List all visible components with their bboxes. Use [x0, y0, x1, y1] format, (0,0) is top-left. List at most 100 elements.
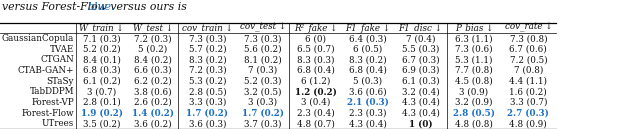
Text: 8.4 (0.2): 8.4 (0.2): [134, 55, 172, 64]
Text: 6 (0): 6 (0): [305, 34, 326, 43]
Text: cov_rate ↓: cov_rate ↓: [504, 23, 552, 33]
Text: W_test ↓: W_test ↓: [133, 23, 173, 33]
Text: CTAB-GAN+: CTAB-GAN+: [17, 66, 74, 75]
Text: Forest-VP: Forest-VP: [31, 98, 74, 107]
Text: 6.8 (0.4): 6.8 (0.4): [349, 66, 387, 75]
Text: 1 (0): 1 (0): [409, 119, 432, 128]
Text: 6.2 (0.2): 6.2 (0.2): [134, 77, 172, 86]
Text: 8.3 (0.2): 8.3 (0.2): [189, 55, 226, 64]
Text: 7.3 (0.6): 7.3 (0.6): [455, 45, 493, 54]
Text: 7 (0.4): 7 (0.4): [406, 34, 435, 43]
Text: Forest-Flow: Forest-Flow: [21, 108, 74, 118]
Text: 5.6 (0.2): 5.6 (0.2): [244, 45, 282, 54]
Text: TabDDPM: TabDDPM: [29, 87, 74, 96]
Text: blue.: blue.: [88, 2, 115, 11]
Text: 4.3 (0.4): 4.3 (0.4): [401, 108, 440, 118]
Text: UTrees: UTrees: [42, 119, 74, 128]
Text: 6.7 (0.3): 6.7 (0.3): [402, 55, 439, 64]
Text: F1_fake ↓: F1_fake ↓: [346, 23, 390, 33]
Text: 3 (0.3): 3 (0.3): [248, 98, 278, 107]
Text: R²_fake ↓: R²_fake ↓: [294, 23, 337, 33]
Text: 6.4 (0.3): 6.4 (0.3): [349, 34, 387, 43]
Text: 7 (0.8): 7 (0.8): [514, 66, 543, 75]
Text: 3 (0.7): 3 (0.7): [87, 87, 116, 96]
Text: 4.8 (0.9): 4.8 (0.9): [509, 119, 547, 128]
Text: 3.8 (0.6): 3.8 (0.6): [134, 87, 172, 96]
Text: 4.8 (0.8): 4.8 (0.8): [455, 119, 493, 128]
Text: 2.1 (0.3): 2.1 (0.3): [347, 98, 389, 107]
Text: P_bias ↓: P_bias ↓: [454, 23, 493, 33]
Text: 2.3 (0.3): 2.3 (0.3): [349, 108, 387, 118]
Text: STaSy: STaSy: [47, 77, 74, 86]
Text: 3 (0.4): 3 (0.4): [301, 98, 330, 107]
Text: 8.3 (0.2): 8.3 (0.2): [349, 55, 387, 64]
Text: 5 (0.2): 5 (0.2): [138, 45, 168, 54]
Text: 2.8 (0.5): 2.8 (0.5): [453, 108, 495, 118]
Text: 7.2 (0.3): 7.2 (0.3): [189, 66, 226, 75]
Text: 2.8 (0.5): 2.8 (0.5): [189, 87, 226, 96]
Text: 2.8 (0.1): 2.8 (0.1): [83, 98, 120, 107]
Text: 5.3 (1.1): 5.3 (1.1): [455, 55, 493, 64]
Text: 1.4 (0.2): 1.4 (0.2): [132, 108, 174, 118]
Text: 4.3 (0.4): 4.3 (0.4): [401, 98, 440, 107]
Text: 6.8 (0.4): 6.8 (0.4): [296, 66, 335, 75]
Text: 5.7 (0.2): 5.7 (0.2): [189, 45, 226, 54]
Text: 1.6 (0.2): 1.6 (0.2): [509, 87, 547, 96]
Text: 6.8 (0.3): 6.8 (0.3): [83, 66, 120, 75]
Text: 3 (0.9): 3 (0.9): [460, 87, 488, 96]
Text: 3.3 (0.7): 3.3 (0.7): [509, 98, 547, 107]
Text: W_train ↓: W_train ↓: [79, 23, 124, 33]
Text: CTGAN: CTGAN: [40, 55, 74, 64]
Text: 6.7 (0.6): 6.7 (0.6): [509, 45, 547, 54]
Text: 5.3 (0.2): 5.3 (0.2): [189, 77, 226, 86]
Text: 4.3 (0.4): 4.3 (0.4): [349, 119, 387, 128]
Text: cov_train ↓: cov_train ↓: [182, 23, 233, 33]
Text: 3.7 (0.3): 3.7 (0.3): [244, 119, 282, 128]
Text: 3.6 (0.3): 3.6 (0.3): [189, 119, 226, 128]
Text: 3.2 (0.5): 3.2 (0.5): [244, 87, 282, 96]
Text: 3.6 (0.2): 3.6 (0.2): [134, 119, 172, 128]
Text: 3.5 (0.2): 3.5 (0.2): [83, 119, 120, 128]
Text: 5.2 (0.2): 5.2 (0.2): [83, 45, 120, 54]
Text: 2.3 (0.4): 2.3 (0.4): [297, 108, 334, 118]
Text: 5.5 (0.3): 5.5 (0.3): [402, 45, 439, 54]
Text: 1.7 (0.2): 1.7 (0.2): [242, 108, 284, 118]
Text: 8.3 (0.3): 8.3 (0.3): [297, 55, 334, 64]
Text: 1.7 (0.2): 1.7 (0.2): [186, 108, 228, 118]
Text: 6 (1.2): 6 (1.2): [301, 77, 330, 86]
Text: TVAE: TVAE: [50, 45, 74, 54]
Text: 7.3 (0.3): 7.3 (0.3): [189, 34, 226, 43]
Text: 3.3 (0.3): 3.3 (0.3): [189, 98, 226, 107]
Text: GaussianCopula: GaussianCopula: [2, 34, 74, 43]
Text: F1_disc ↓: F1_disc ↓: [399, 23, 442, 33]
Text: 1.2 (0.2): 1.2 (0.2): [294, 87, 337, 96]
Text: 7.2 (0.5): 7.2 (0.5): [509, 55, 547, 64]
Text: 6.1 (0.3): 6.1 (0.3): [402, 77, 439, 86]
Text: 3.6 (0.6): 3.6 (0.6): [349, 87, 387, 96]
Text: 3.2 (0.4): 3.2 (0.4): [402, 87, 439, 96]
Text: cov_test ↓: cov_test ↓: [240, 23, 286, 33]
Text: 6.1 (0.2): 6.1 (0.2): [83, 77, 120, 86]
Text: 4.5 (0.8): 4.5 (0.8): [455, 77, 493, 86]
Text: 5 (0.3): 5 (0.3): [353, 77, 383, 86]
Text: 8.4 (0.1): 8.4 (0.1): [83, 55, 121, 64]
Text: 4.8 (0.7): 4.8 (0.7): [296, 119, 335, 128]
Text: 6.6 (0.3): 6.6 (0.3): [134, 66, 172, 75]
Text: 2.7 (0.3): 2.7 (0.3): [508, 108, 549, 118]
Text: 6.3 (1.1): 6.3 (1.1): [455, 34, 493, 43]
Text: 7.7 (0.8): 7.7 (0.8): [455, 66, 493, 75]
Text: 8.1 (0.2): 8.1 (0.2): [244, 55, 282, 64]
Text: versus Forest-Flow versus ours is: versus Forest-Flow versus ours is: [2, 2, 190, 11]
Text: 3.2 (0.9): 3.2 (0.9): [455, 98, 493, 107]
Text: 7.3 (0.8): 7.3 (0.8): [509, 34, 547, 43]
Text: 6.9 (0.3): 6.9 (0.3): [402, 66, 439, 75]
Text: 2.6 (0.2): 2.6 (0.2): [134, 98, 172, 107]
Text: 5.2 (0.3): 5.2 (0.3): [244, 77, 282, 86]
Text: 6 (0.5): 6 (0.5): [353, 45, 383, 54]
Text: 6.5 (0.7): 6.5 (0.7): [297, 45, 334, 54]
Text: 1.9 (0.2): 1.9 (0.2): [81, 108, 123, 118]
Text: 4.4 (1.1): 4.4 (1.1): [509, 77, 547, 86]
Text: 7.2 (0.3): 7.2 (0.3): [134, 34, 172, 43]
Text: 7.1 (0.3): 7.1 (0.3): [83, 34, 120, 43]
Text: 7 (0.3): 7 (0.3): [248, 66, 278, 75]
